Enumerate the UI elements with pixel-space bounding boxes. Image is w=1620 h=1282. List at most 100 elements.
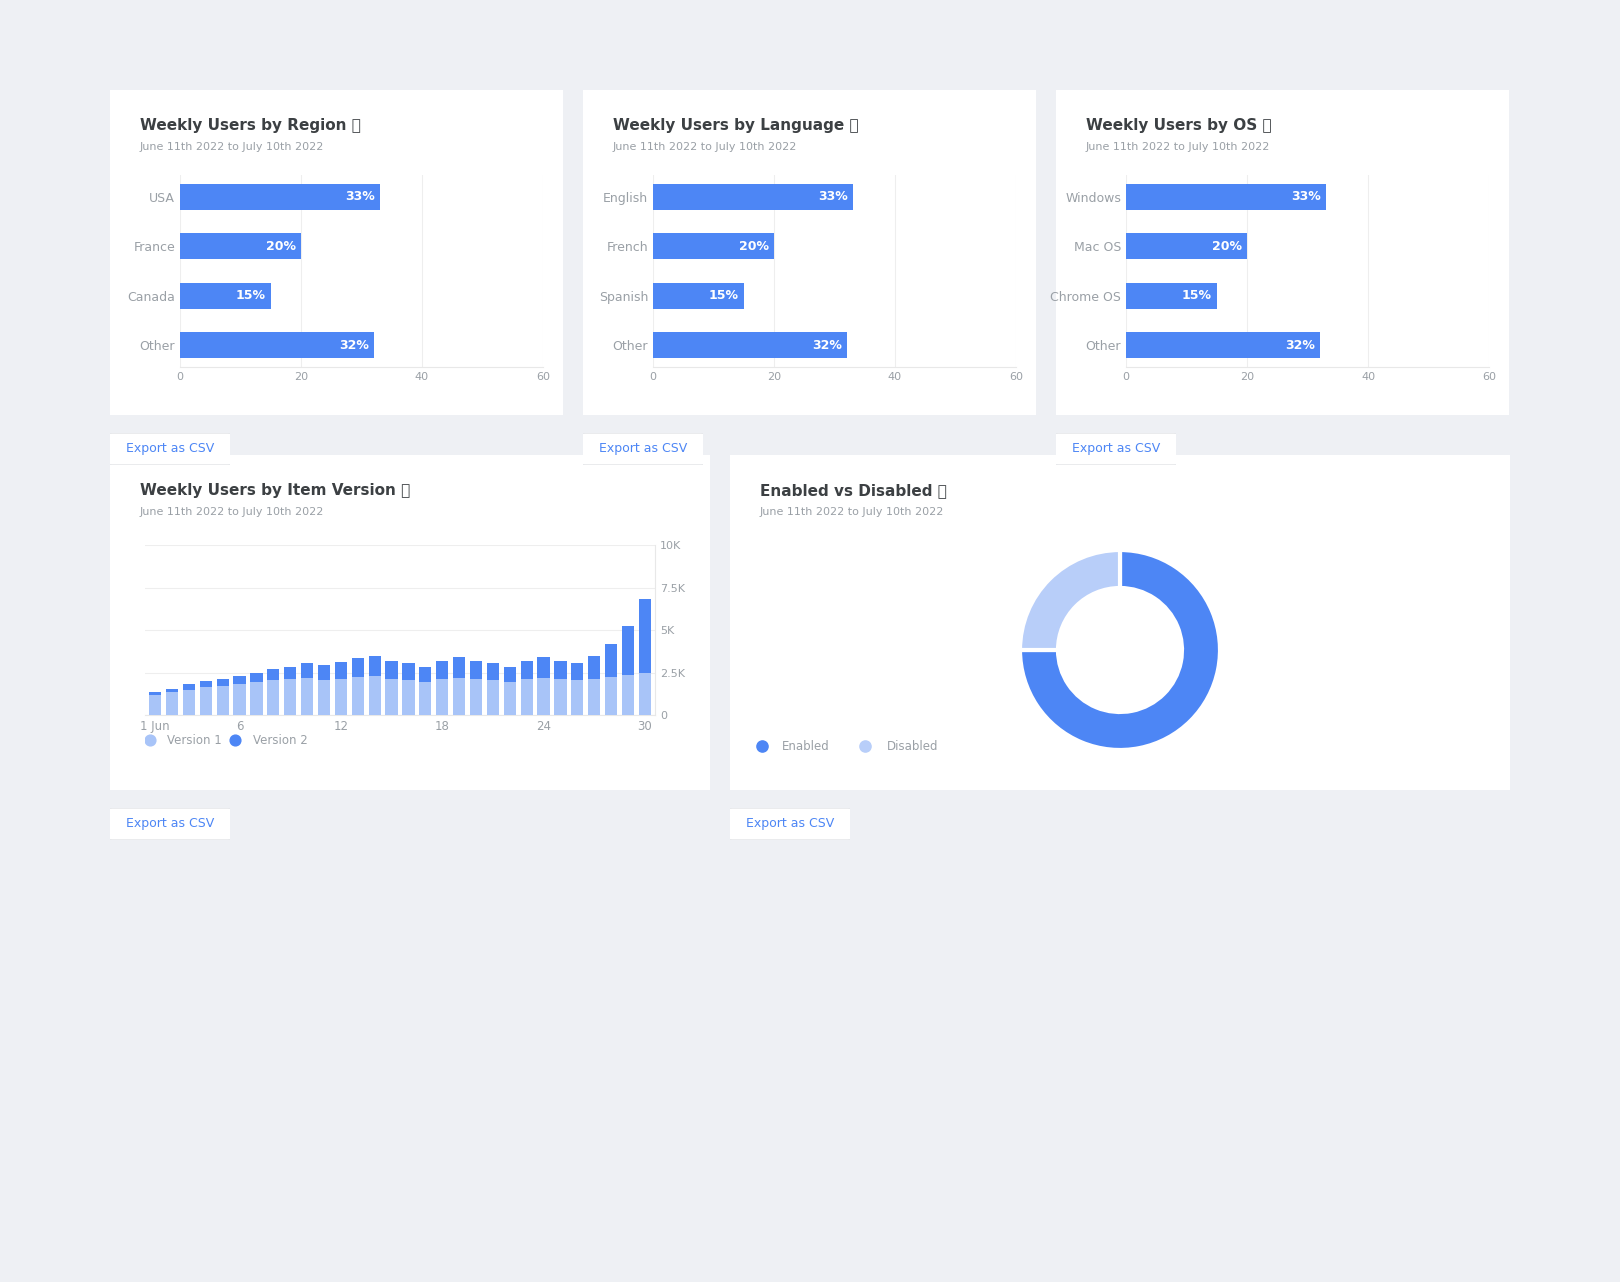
FancyBboxPatch shape — [726, 808, 854, 840]
Text: Weekly Users by OS ⓘ: Weekly Users by OS ⓘ — [1085, 118, 1272, 133]
FancyBboxPatch shape — [580, 88, 1038, 417]
Text: Weekly Users by Language ⓘ: Weekly Users by Language ⓘ — [612, 118, 859, 133]
Text: Export as CSV: Export as CSV — [126, 442, 214, 455]
Text: June 11th 2022 to July 10th 2022: June 11th 2022 to July 10th 2022 — [139, 142, 324, 153]
Bar — [402, 663, 415, 681]
Bar — [301, 663, 313, 678]
Bar — [180, 283, 271, 309]
Bar — [653, 233, 774, 259]
Text: Enabled vs Disabled ⓘ: Enabled vs Disabled ⓘ — [760, 483, 946, 497]
Bar — [538, 678, 549, 715]
Bar — [180, 332, 374, 358]
Text: 32%: 32% — [812, 338, 842, 351]
Text: 20%: 20% — [266, 240, 296, 253]
FancyBboxPatch shape — [107, 433, 233, 465]
Bar — [301, 678, 313, 715]
Bar — [588, 679, 601, 715]
Bar — [538, 658, 549, 678]
Text: 33%: 33% — [818, 190, 847, 203]
Text: Version 1: Version 1 — [167, 733, 222, 746]
Bar — [436, 679, 449, 715]
Bar — [165, 688, 178, 692]
FancyBboxPatch shape — [107, 454, 713, 792]
Text: Weekly Users by Region ⓘ: Weekly Users by Region ⓘ — [139, 118, 361, 133]
Bar — [267, 681, 279, 715]
Bar — [504, 682, 515, 715]
FancyBboxPatch shape — [580, 433, 706, 465]
Bar — [638, 600, 651, 673]
Bar — [622, 676, 633, 715]
Bar — [149, 692, 162, 695]
Bar — [436, 660, 449, 679]
Bar — [284, 667, 296, 679]
Bar — [251, 682, 262, 715]
Text: Enabled: Enabled — [781, 740, 829, 753]
Text: June 11th 2022 to July 10th 2022: June 11th 2022 to July 10th 2022 — [760, 506, 944, 517]
Bar — [420, 682, 431, 715]
Bar — [369, 676, 381, 715]
Bar — [251, 673, 262, 682]
Text: Disabled: Disabled — [888, 740, 938, 753]
Bar — [284, 679, 296, 715]
FancyBboxPatch shape — [107, 808, 233, 840]
Text: 15%: 15% — [1183, 290, 1212, 303]
Bar — [318, 665, 330, 681]
Bar — [369, 655, 381, 676]
Bar — [233, 676, 246, 685]
Text: June 11th 2022 to July 10th 2022: June 11th 2022 to July 10th 2022 — [1085, 142, 1270, 153]
Bar — [653, 183, 852, 209]
Bar — [149, 695, 162, 715]
Bar — [420, 667, 431, 682]
Bar — [520, 660, 533, 679]
Bar — [335, 679, 347, 715]
Bar — [653, 283, 744, 309]
Bar — [1126, 283, 1217, 309]
Point — [912, 609, 938, 629]
Text: 15%: 15% — [710, 290, 739, 303]
Bar — [199, 681, 212, 687]
Text: 20%: 20% — [1212, 240, 1243, 253]
Bar — [604, 677, 617, 715]
Bar — [233, 685, 246, 715]
Bar — [1126, 233, 1247, 259]
Bar — [604, 645, 617, 677]
Text: Version 2: Version 2 — [253, 733, 308, 746]
Bar — [217, 686, 228, 715]
Bar — [520, 679, 533, 715]
Bar — [588, 655, 601, 679]
Bar — [402, 681, 415, 715]
Bar — [386, 660, 397, 679]
Wedge shape — [1021, 550, 1119, 650]
Bar — [504, 667, 515, 682]
Text: Export as CSV: Export as CSV — [1072, 442, 1160, 455]
Bar — [199, 687, 212, 715]
Text: June 11th 2022 to July 10th 2022: June 11th 2022 to July 10th 2022 — [612, 142, 797, 153]
Bar — [454, 678, 465, 715]
Text: June 11th 2022 to July 10th 2022: June 11th 2022 to July 10th 2022 — [139, 506, 324, 517]
Bar — [572, 681, 583, 715]
Bar — [165, 692, 178, 715]
Bar — [486, 681, 499, 715]
Bar — [1126, 183, 1325, 209]
Bar — [470, 660, 483, 679]
Text: 33%: 33% — [1291, 190, 1320, 203]
Bar — [454, 658, 465, 678]
Bar — [352, 658, 365, 677]
Bar — [180, 233, 301, 259]
Bar — [470, 679, 483, 715]
FancyBboxPatch shape — [1053, 88, 1511, 417]
Bar — [183, 685, 194, 690]
Bar — [622, 626, 633, 676]
Text: 32%: 32% — [339, 338, 369, 351]
Bar — [572, 663, 583, 681]
Bar — [217, 679, 228, 686]
Bar — [335, 663, 347, 679]
Bar — [638, 673, 651, 715]
Bar — [386, 679, 397, 715]
Text: Export as CSV: Export as CSV — [599, 442, 687, 455]
FancyBboxPatch shape — [109, 88, 565, 417]
Text: 32%: 32% — [1285, 338, 1315, 351]
Bar — [486, 663, 499, 681]
Bar — [318, 681, 330, 715]
Text: Weekly Users by Item Version ⓘ: Weekly Users by Item Version ⓘ — [139, 483, 410, 497]
